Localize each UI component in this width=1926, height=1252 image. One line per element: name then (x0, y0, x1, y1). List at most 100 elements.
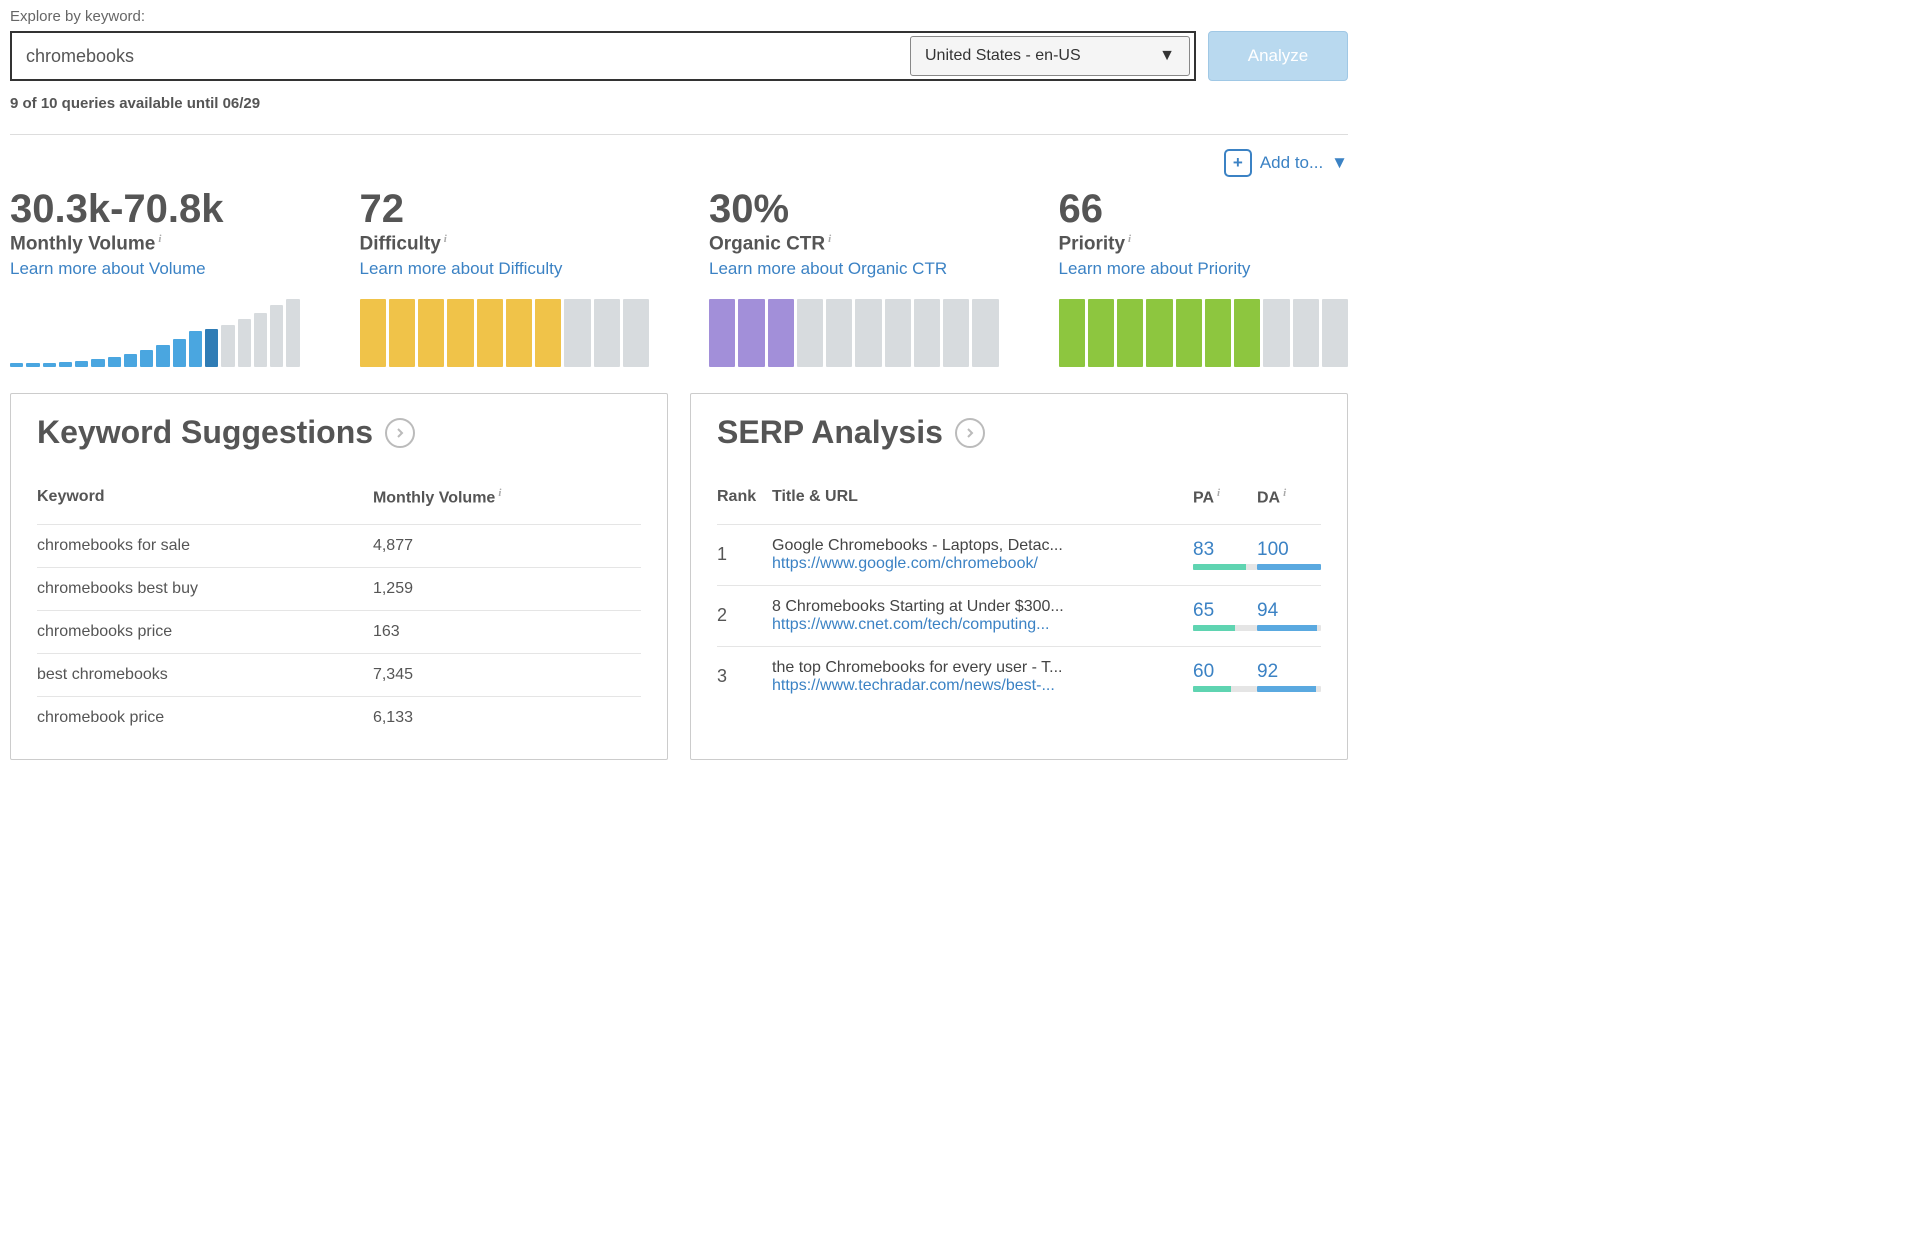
priority-bars (1059, 299, 1349, 367)
info-icon[interactable]: i (1217, 487, 1220, 499)
search-box: United States - en-US ▼ (10, 31, 1196, 81)
info-icon[interactable]: i (498, 487, 501, 499)
add-to-button[interactable]: + Add to... ▼ (1224, 149, 1348, 177)
cell-keyword: chromebooks best buy (37, 567, 373, 610)
table-row: 3the top Chromebooks for every user - T.… (717, 646, 1321, 707)
analyze-button[interactable]: Analyze (1208, 31, 1348, 81)
bar (1322, 299, 1348, 367)
bar (286, 299, 299, 367)
metric-label: Difficultyi (360, 233, 650, 255)
cell-keyword: best chromebooks (37, 653, 373, 696)
info-icon[interactable]: i (828, 233, 831, 245)
chevron-down-icon: ▼ (1331, 153, 1348, 173)
info-icon[interactable]: i (1283, 487, 1286, 499)
bar (389, 299, 415, 367)
table-row[interactable]: chromebooks price163 (37, 610, 641, 653)
table-row: 28 Chromebooks Starting at Under $300...… (717, 585, 1321, 646)
bar (189, 331, 202, 367)
serp-url[interactable]: https://www.cnet.com/tech/computing... (772, 616, 1112, 634)
serp-title: 8 Chromebooks Starting at Under $300... (772, 598, 1112, 616)
volume-link[interactable]: Learn more about Volume (10, 259, 206, 279)
bar (91, 359, 104, 367)
metric-priority: 66 Priorityi Learn more about Priority (1059, 187, 1349, 367)
bar (43, 363, 56, 367)
cell-keyword: chromebooks price (37, 610, 373, 653)
metric-value: 30% (709, 187, 999, 231)
quota-text: 9 of 10 queries available until 06/29 (10, 95, 1348, 112)
bar (564, 299, 590, 367)
cell-rank: 2 (717, 585, 772, 646)
cell-da: 100 (1257, 524, 1321, 585)
table-row[interactable]: chromebook price6,133 (37, 696, 641, 739)
cell-pa: 65 (1193, 585, 1257, 646)
bar (1263, 299, 1289, 367)
bar (826, 299, 852, 367)
cell-keyword: chromebook price (37, 696, 373, 739)
bar (254, 313, 267, 367)
plus-icon: + (1224, 149, 1252, 177)
metric-label: Priorityi (1059, 233, 1349, 255)
col-volume: Monthly Volumei (373, 479, 641, 524)
cell-title-url: 8 Chromebooks Starting at Under $300...h… (772, 585, 1193, 646)
locale-select[interactable]: United States - en-US ▼ (910, 36, 1190, 76)
serp-url[interactable]: https://www.techradar.com/news/best-... (772, 677, 1112, 695)
bar (943, 299, 969, 367)
cell-da: 92 (1257, 646, 1321, 707)
info-icon[interactable]: i (1128, 233, 1131, 245)
bar (914, 299, 940, 367)
metric-value: 72 (360, 187, 650, 231)
suggestions-table: Keyword Monthly Volumei chromebooks for … (37, 479, 641, 738)
info-icon[interactable]: i (444, 233, 447, 245)
bar (26, 363, 39, 367)
difficulty-bars (360, 299, 650, 367)
table-row[interactable]: chromebooks best buy1,259 (37, 567, 641, 610)
volume-bars (10, 299, 300, 367)
bar (221, 325, 234, 367)
bar (1088, 299, 1114, 367)
bar (270, 305, 283, 367)
bar (855, 299, 881, 367)
expand-serp-button[interactable] (955, 418, 985, 448)
bar (797, 299, 823, 367)
bar (594, 299, 620, 367)
bar (1059, 299, 1085, 367)
bar (623, 299, 649, 367)
cell-volume: 7,345 (373, 653, 641, 696)
ctr-link[interactable]: Learn more about Organic CTR (709, 259, 947, 279)
locale-label: United States - en-US (925, 47, 1081, 65)
metrics-row: 30.3k-70.8k Monthly Volumei Learn more a… (10, 187, 1348, 367)
difficulty-link[interactable]: Learn more about Difficulty (360, 259, 563, 279)
bar (1234, 299, 1260, 367)
serp-url[interactable]: https://www.google.com/chromebook/ (772, 555, 1112, 573)
serp-analysis-panel: SERP Analysis Rank Title & URL PAi DAi 1… (690, 393, 1348, 759)
bar (768, 299, 794, 367)
metric-label: Organic CTRi (709, 233, 999, 255)
bar (535, 299, 561, 367)
keyword-input[interactable] (12, 33, 910, 79)
bar (173, 339, 186, 367)
table-row: 1Google Chromebooks - Laptops, Detac...h… (717, 524, 1321, 585)
bar (1205, 299, 1231, 367)
explore-label: Explore by keyword: (10, 8, 1348, 25)
panel-title: SERP Analysis (717, 414, 943, 451)
bar (506, 299, 532, 367)
cell-volume: 163 (373, 610, 641, 653)
serp-title: Google Chromebooks - Laptops, Detac... (772, 537, 1112, 555)
metric-difficulty: 72 Difficultyi Learn more about Difficul… (360, 187, 650, 367)
bar (59, 362, 72, 367)
priority-link[interactable]: Learn more about Priority (1059, 259, 1251, 279)
serp-table: Rank Title & URL PAi DAi 1Google Chromeb… (717, 479, 1321, 706)
bar (75, 361, 88, 367)
expand-suggestions-button[interactable] (385, 418, 415, 448)
bar (885, 299, 911, 367)
col-title-url: Title & URL (772, 479, 1193, 524)
table-row[interactable]: chromebooks for sale4,877 (37, 524, 641, 567)
info-icon[interactable]: i (158, 233, 161, 245)
cell-volume: 4,877 (373, 524, 641, 567)
add-to-label: Add to... (1260, 153, 1323, 173)
table-row[interactable]: best chromebooks7,345 (37, 653, 641, 696)
bar (1176, 299, 1202, 367)
bar (238, 319, 251, 367)
keyword-suggestions-panel: Keyword Suggestions Keyword Monthly Volu… (10, 393, 668, 759)
bar (418, 299, 444, 367)
